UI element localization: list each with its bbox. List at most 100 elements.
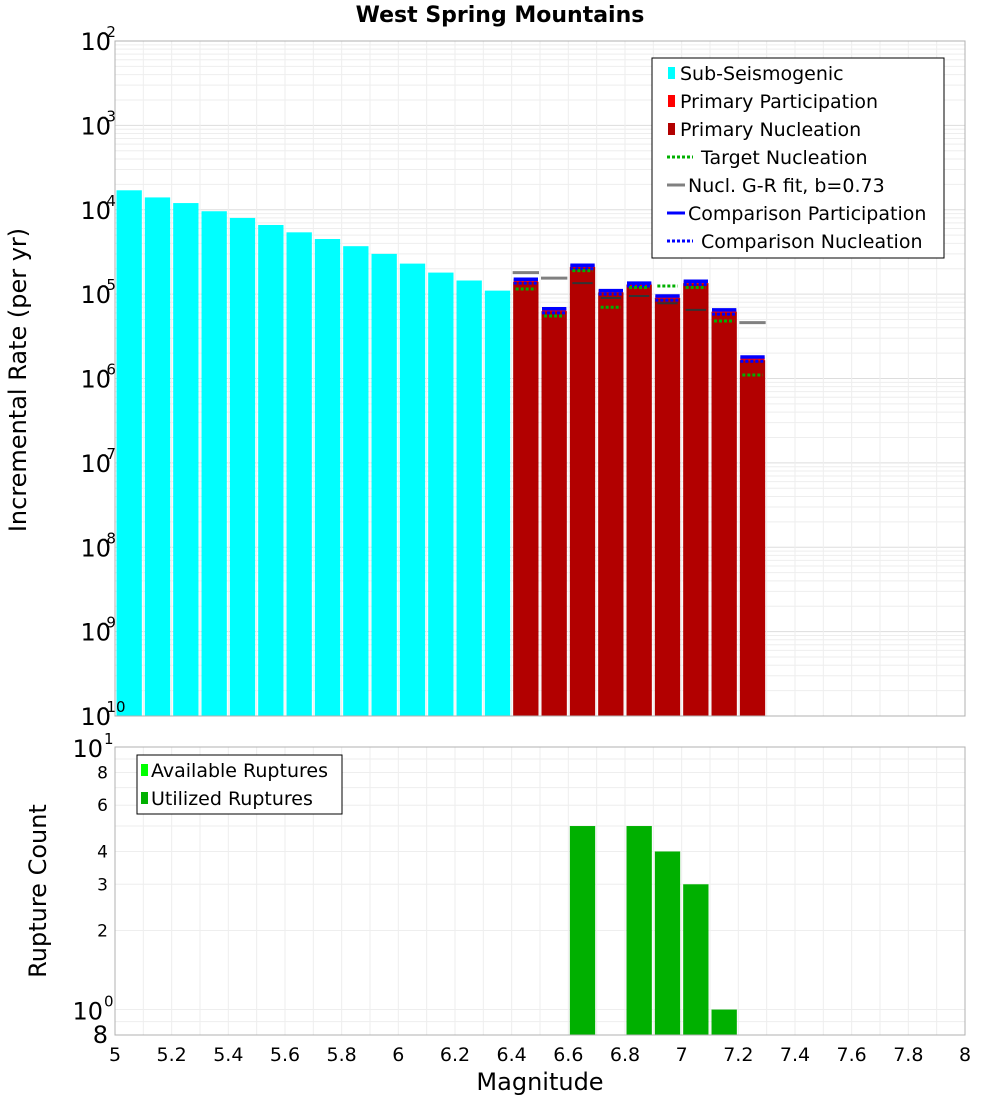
x-tick-label: 7.2 [723,1044,753,1066]
x-tick-label: 7.8 [893,1044,923,1066]
sub-seismogenic-bar [144,197,171,717]
bottom-legend-label: Utilized Ruptures [151,788,313,810]
bottom-y-tick: 3 [97,875,108,895]
top-y-tick-exponent: -10 [101,698,126,716]
top-plot-grid [114,41,966,717]
legend-swatch-box [141,792,148,804]
top-y-tick: 10-2 [80,23,116,56]
top-y-tick: 10-6 [80,361,116,394]
top-y-tick: 10-5 [80,276,116,309]
top-y-tick: 10-9 [80,614,116,647]
sub-seismogenic-bar [484,290,511,716]
bottom-y-tick-exponent: 1 [104,730,114,748]
x-tick-label: 5 [109,1044,121,1066]
top-legend-item: Target Nucleation [667,147,868,169]
sub-seismogenic-bar [258,224,284,716]
bottom-plot-frame [114,746,966,1036]
sub-seismogenic-bar [173,203,199,716]
top-legend-label: Primary Nucleation [680,119,861,141]
x-tick-label: 6.6 [553,1044,583,1066]
primary-nucleation-bar [654,297,681,716]
top-y-tick-base: 10 [80,281,111,309]
utilized-ruptures-bar [569,826,596,1035]
top-y-tick-exponent: -7 [101,445,116,463]
bottom-legend-label: Available Ruptures [151,760,328,782]
top-plot-marks [512,263,766,377]
legend-swatch-box [668,123,675,135]
bottom-y-tick-base: 10 [72,998,103,1026]
primary-nucleation-bar [626,284,652,716]
sub-seismogenic-bar [343,246,369,716]
bottom-plot-bars [569,826,737,1035]
top-legend-label: Target Nucleation [700,147,868,169]
top-legend-label: Comparison Nucleation [701,231,923,253]
top-legend-item: Nucl. G-R fit, b=0.73 [667,175,885,197]
utilized-ruptures-bar [711,1009,737,1035]
sub-seismogenic-bar [201,211,227,717]
x-tick-label: 6 [392,1044,404,1066]
top-y-tick-exponent: -3 [101,107,116,125]
bottom-y-tick-exponent: 0 [104,993,114,1011]
top-y-tick: 10-4 [80,192,116,225]
x-tick-label: 5.2 [157,1044,187,1066]
utilized-ruptures-bar [654,851,681,1035]
bottom-y-tick-base: 10 [72,735,103,763]
bottom-y-major-tick: 10 1 [72,730,113,763]
top-legend-box [651,57,945,259]
legend-swatch-box [668,95,675,107]
legend-swatch-box [141,764,148,776]
sub-seismogenic-bar [428,272,454,716]
primary-nucleation-bar [541,311,567,716]
bottom-y-axis-label: Rupture Count [24,804,52,978]
x-tick-label: 5.4 [213,1044,243,1066]
x-tick-label: 5.6 [270,1044,300,1066]
x-axis-label: Magnitude [476,1068,603,1096]
utilized-ruptures-bar [683,884,709,1035]
top-y-tick: 10-8 [80,529,116,562]
x-tick-label: 8 [959,1044,971,1066]
top-y-tick-base: 10 [80,28,111,56]
top-y-tick-exponent: -4 [101,192,116,210]
top-y-tick-exponent: -9 [101,614,116,632]
top-y-axis-label: Incremental Rate (per yr) [4,228,32,532]
x-tick-label: 7.6 [837,1044,867,1066]
x-tick-label: 5.8 [327,1044,357,1066]
bottom-x-ticks: 5 5.2 5.4 5.6 5.8 6 6.2 6.4 6.6 6.8 7 7.2 7.4 7.6 7.8 8 [109,1044,971,1066]
top-legend-label: Primary Participation [680,91,878,113]
sub-seismogenic-bar [456,280,482,716]
bottom-y-tick: 6 [97,796,108,816]
top-legend-item: Primary Participation [668,91,878,113]
top-y-tick-base: 10 [80,112,111,140]
top-y-tick-exponent: -6 [101,361,116,379]
top-y-tick-exponent: -5 [101,276,116,294]
bottom-y-tick: 4 [97,842,108,862]
x-tick-label: 6.8 [610,1044,640,1066]
top-legend-label: Sub-Seismogenic [680,63,844,85]
utilized-ruptures-bar [626,826,652,1035]
top-y-tick-exponent: -2 [101,23,116,41]
bottom-y-tick: 2 [97,922,108,942]
top-plot-frame [114,40,966,717]
top-y-tick-base: 10 [80,619,111,647]
sub-seismogenic-bar [116,190,142,716]
top-y-tick-exponent: -8 [101,529,116,547]
primary-nucleation-bar [569,266,596,716]
top-legend: Sub-Seismogenic Primary Participation Prim… [651,57,945,259]
bottom-legend: Available Ruptures Utilized Ruptures [136,754,343,815]
bottom-y-major-tick: 10 0 [72,993,113,1026]
sub-seismogenic-bar [229,217,256,716]
sub-seismogenic-bar [371,253,397,716]
primary-nucleation-bar [683,283,709,716]
primary-nucleation-bar [711,311,737,716]
x-tick-label: 7.4 [780,1044,810,1066]
top-legend-item: Comparison Participation [667,203,926,225]
top-legend-label: Nucl. G-R fit, b=0.73 [688,175,885,197]
bottom-legend-item: Utilized Ruptures [141,788,313,810]
sub-seismogenic-bar [314,239,341,716]
top-legend-label: Comparison Participation [688,203,926,225]
top-y-tick-base: 10 [80,534,111,562]
chart-title: West Spring Mountains [356,3,645,28]
x-tick-label: 6.4 [497,1044,527,1066]
